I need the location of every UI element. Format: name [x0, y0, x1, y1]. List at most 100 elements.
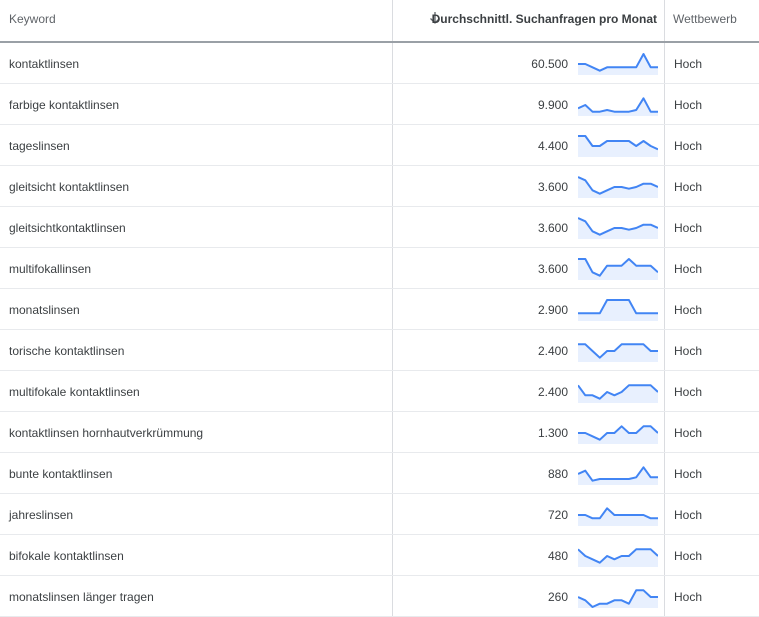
trend-sparkline: [578, 97, 658, 116]
avg-searches-cell: 720: [392, 494, 665, 534]
avg-searches-value: 9.900: [537, 98, 568, 112]
avg-searches-value: 4.400: [537, 139, 568, 153]
trend-line: [578, 53, 658, 72]
competition-cell: Hoch: [674, 262, 703, 276]
trend-sparkline: [578, 343, 658, 362]
arrow-down-icon: [430, 12, 440, 24]
keyword-cell: jahreslinsen: [9, 508, 74, 522]
trend-sparkline: [578, 384, 658, 403]
avg-searches-value: 3.600: [537, 221, 568, 235]
trend-area: [578, 300, 658, 321]
trend-sparkline: [578, 507, 658, 526]
avg-searches-cell: 2.400: [392, 371, 665, 411]
keyword-cell: gleitsicht kontaktlinsen: [9, 180, 130, 194]
trend-sparkline: [578, 425, 658, 444]
competition-cell: Hoch: [674, 467, 703, 481]
column-header-avg-searches-label: Durchschnittl. Suchanfragen pro Monat: [431, 12, 657, 26]
table-row[interactable]: kontaktlinsen hornhautverkrümmung 1.300 Ho…: [0, 412, 759, 453]
keyword-cell: bifokale kontaktlinsen: [9, 549, 124, 563]
trend-line: [578, 343, 658, 359]
table-row[interactable]: gleitsicht kontaktlinsen 3.600 Hoch: [0, 166, 759, 207]
table-row[interactable]: multifokale kontaktlinsen 2.400 Hoch: [0, 371, 759, 412]
keyword-cell: kontaktlinsen: [9, 57, 80, 71]
column-header-keyword[interactable]: Keyword: [9, 12, 56, 26]
trend-sparkline: [578, 299, 658, 321]
column-header-avg-searches[interactable]: Durchschnittl. Suchanfragen pro Monat: [392, 0, 665, 41]
competition-cell: Hoch: [674, 344, 703, 358]
competition-cell: Hoch: [674, 180, 703, 194]
table-row[interactable]: tageslinsen 4.400 Hoch: [0, 125, 759, 166]
avg-searches-value: 260: [547, 590, 568, 604]
trend-area: [578, 136, 658, 157]
avg-searches-value: 2.400: [537, 385, 568, 399]
avg-searches-value: 1.300: [537, 426, 568, 440]
trend-sparkline: [578, 548, 658, 567]
avg-searches-cell: 3.600: [392, 207, 665, 247]
trend-area: [578, 54, 658, 75]
competition-cell: Hoch: [674, 426, 703, 440]
keyword-cell: monatslinsen länger tragen: [9, 590, 154, 604]
avg-searches-value: 720: [547, 508, 568, 522]
trend-line: [578, 97, 658, 113]
table-row[interactable]: torische kontaktlinsen 2.400 Hoch: [0, 330, 759, 371]
table-row[interactable]: gleitsichtkontaktlinsen 3.600 Hoch: [0, 207, 759, 248]
trend-line: [578, 176, 658, 195]
trend-area: [578, 344, 658, 362]
table-row[interactable]: jahreslinsen 720 Hoch: [0, 494, 759, 535]
table-row[interactable]: multifokallinsen 3.600 Hoch: [0, 248, 759, 289]
avg-searches-value: 2.900: [537, 303, 568, 317]
table-row[interactable]: farbige kontaktlinsen 9.900 Hoch: [0, 84, 759, 125]
avg-searches-value: 880: [547, 467, 568, 481]
table-row[interactable]: monatslinsen 2.900 Hoch: [0, 289, 759, 330]
avg-searches-cell: 4.400: [392, 125, 665, 165]
avg-searches-value: 60.500: [531, 57, 568, 71]
table-row[interactable]: bunte kontaktlinsen 880 Hoch: [0, 453, 759, 494]
avg-searches-cell: 9.900: [392, 84, 665, 124]
trend-line: [578, 135, 658, 151]
table-row[interactable]: bifokale kontaktlinsen 480 Hoch: [0, 535, 759, 576]
competition-cell: Hoch: [674, 549, 703, 563]
table-header: Keyword Durchschnittl. Suchanfragen pro …: [0, 0, 759, 43]
avg-searches-value: 3.600: [537, 262, 568, 276]
trend-sparkline: [578, 217, 658, 239]
trend-sparkline: [578, 466, 658, 485]
avg-searches-cell: 60.500: [392, 43, 665, 83]
avg-searches-value: 480: [547, 549, 568, 563]
avg-searches-cell: 1.300: [392, 412, 665, 452]
keyword-cell: multifokale kontaktlinsen: [9, 385, 140, 399]
competition-cell: Hoch: [674, 385, 703, 399]
competition-cell: Hoch: [674, 303, 703, 317]
avg-searches-cell: 480: [392, 535, 665, 575]
keyword-cell: torische kontaktlinsen: [9, 344, 125, 358]
trend-sparkline: [578, 135, 658, 157]
trend-area: [578, 259, 658, 280]
avg-searches-cell: 880: [392, 453, 665, 493]
competition-cell: Hoch: [674, 508, 703, 522]
competition-cell: Hoch: [674, 98, 703, 112]
avg-searches-value: 2.400: [537, 344, 568, 358]
trend-line: [578, 589, 658, 608]
trend-line: [578, 507, 658, 520]
avg-searches-cell: 260: [392, 576, 665, 616]
competition-cell: Hoch: [674, 139, 703, 153]
trend-line: [578, 299, 658, 315]
table-row[interactable]: monatslinsen länger tragen 260 Hoch: [0, 576, 759, 617]
trend-line: [578, 217, 658, 236]
trend-line: [578, 548, 658, 564]
keyword-cell: kontaktlinsen hornhautverkrümmung: [9, 426, 204, 440]
column-header-competition[interactable]: Wettbewerb: [673, 12, 737, 26]
keyword-cell: monatslinsen: [9, 303, 80, 317]
keyword-cell: farbige kontaktlinsen: [9, 98, 120, 112]
trend-area: [578, 590, 658, 608]
trend-sparkline: [578, 176, 658, 198]
trend-sparkline: [578, 258, 658, 280]
trend-line: [578, 384, 658, 400]
avg-searches-cell: 2.900: [392, 289, 665, 329]
table-body: kontaktlinsen 60.500 Hoch farbige kontaktli…: [0, 43, 759, 617]
trend-sparkline: [578, 53, 658, 75]
trend-area: [578, 98, 658, 116]
avg-searches-cell: 3.600: [392, 166, 665, 206]
table-row[interactable]: kontaktlinsen 60.500 Hoch: [0, 43, 759, 84]
trend-line: [578, 466, 658, 482]
